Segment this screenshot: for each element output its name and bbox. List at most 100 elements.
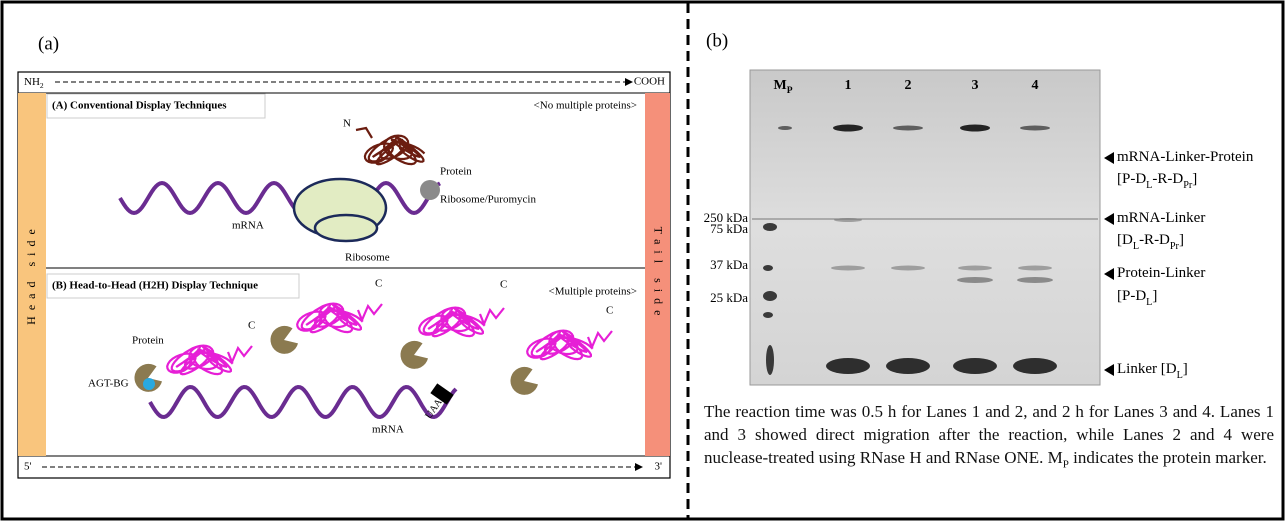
protein-chain (355, 126, 426, 166)
gel-band (826, 358, 870, 374)
text-part: Linker [D (1117, 361, 1177, 377)
band-label: [DL-R-DPr] (1117, 232, 1184, 251)
gel-band (1018, 265, 1052, 271)
band-label: Protein-Linker (1117, 265, 1205, 281)
marker-label: 75 kDa (710, 221, 748, 236)
gel-band (1017, 277, 1053, 283)
gel-band (893, 125, 923, 131)
lane-label: 3 (972, 78, 979, 93)
text-part: 2 (905, 78, 912, 93)
tail-side-label: Tail side (651, 227, 665, 322)
three-prime: 3' (655, 461, 663, 473)
five-prime: 5' (24, 461, 32, 473)
band-pointer (1104, 268, 1114, 280)
stop-codon-box (430, 383, 454, 405)
caption-part: P (1062, 458, 1069, 471)
marker-label: 37 kDa (710, 257, 748, 272)
band-label: [P-DL] (1117, 288, 1157, 307)
protein-label: Protein (440, 166, 472, 178)
gel-band (957, 277, 993, 283)
head-column (18, 93, 46, 456)
protein-chain (526, 329, 613, 361)
text-part: -R-D (1152, 171, 1183, 187)
gel-band (886, 358, 930, 374)
arrowhead (625, 78, 633, 86)
lane-label: 2 (905, 78, 912, 93)
caption: The reaction time was 0.5 h for Lanes 1 … (704, 400, 1274, 476)
puromycin-label: Ribosome/Puromycin (440, 194, 536, 206)
text-part: mRNA-Linker-Protein (1117, 149, 1254, 165)
text-part: L (1146, 297, 1152, 308)
text-part: Pr (1170, 241, 1180, 252)
n-label: N (343, 118, 351, 130)
text-part: Pr (1183, 180, 1193, 191)
gel-band (763, 291, 777, 301)
band-pointer (1104, 213, 1114, 225)
text-part: -R-D (1139, 232, 1170, 248)
text-part: 1 (845, 78, 852, 93)
agt-label: AGT-BG (88, 378, 129, 390)
gel-band (1020, 125, 1050, 131)
gel-band (960, 124, 990, 132)
gel-image (749, 69, 1101, 386)
c-label: C (606, 305, 613, 317)
band-pointer (1104, 152, 1114, 164)
section-note: <No multiple proteins> (534, 100, 637, 112)
text-part: 2 (40, 81, 44, 90)
c-terminus: COOH (634, 76, 665, 88)
section-title-box (46, 93, 266, 119)
gel-bands (752, 124, 1098, 375)
lane-label: 1 (845, 78, 852, 93)
ribosome-small (313, 213, 379, 243)
gel-band (763, 223, 777, 231)
text-part: L (1177, 370, 1183, 381)
head-side-label: Head side (24, 223, 38, 325)
puromycin (420, 180, 440, 200)
text-part: [P-D (1117, 288, 1146, 304)
band-label: Linker [DL] (1117, 361, 1188, 380)
band-label: mRNA-Linker (1117, 210, 1205, 226)
text-part: M (773, 78, 786, 93)
gel-band (778, 126, 792, 130)
marker-label: 250 kDa (704, 210, 749, 225)
band-label: mRNA-Linker-Protein (1117, 149, 1254, 165)
text-part: NH (24, 76, 40, 88)
text-part: L (1146, 180, 1152, 191)
mrna-strand (148, 384, 458, 420)
agt-tag (134, 363, 163, 392)
gel-band (763, 312, 773, 318)
n-terminus: NH2 (24, 76, 44, 91)
gel-band (1013, 358, 1057, 374)
section-title: (B) Head-to-Head (H2H) Display Technique (52, 280, 258, 292)
marker-label: 25 kDa (710, 290, 748, 305)
arrowhead (635, 463, 643, 471)
text-part: ] (1179, 232, 1184, 248)
gel-band (763, 265, 773, 271)
caption-part: indicates the protein marker. (1068, 448, 1267, 467)
agt-tag (270, 325, 299, 354)
tail-column (645, 93, 670, 456)
text-part: Protein-Linker (1117, 265, 1205, 281)
lane-label: MP (773, 78, 792, 96)
gel-band (833, 124, 863, 132)
protein-group (134, 302, 613, 395)
text-part: [D (1117, 232, 1133, 248)
mrna-label: mRNA (372, 424, 404, 436)
bg-dot (143, 378, 155, 390)
band-label: [P-DL-R-DPr] (1117, 171, 1197, 190)
section-note: <Multiple proteins> (549, 286, 637, 298)
protein-chain (296, 302, 383, 334)
text-part: P (787, 86, 793, 96)
mrna-label: mRNA (232, 220, 264, 232)
protein-label: Protein (132, 335, 164, 347)
c-label: C (500, 279, 507, 291)
band-pointer (1104, 364, 1114, 376)
gel-band (766, 345, 774, 375)
text-part: mRNA-Linker (1117, 210, 1205, 226)
section-title-box (46, 273, 300, 299)
gel-band (831, 265, 865, 271)
agt-tag (510, 366, 539, 395)
